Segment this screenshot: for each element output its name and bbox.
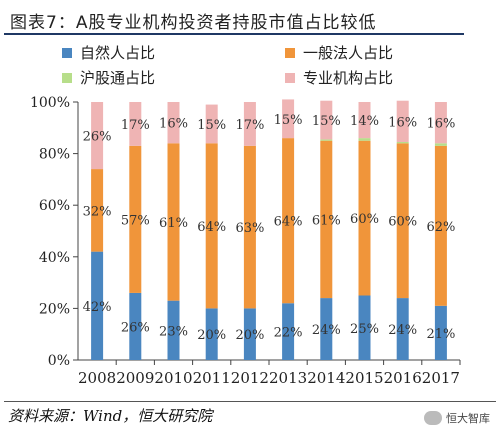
data-label-2014-series-3: 15% bbox=[312, 114, 341, 129]
chart-title: 图表7：A股专业机构投资者持股市值占比较低 bbox=[10, 13, 377, 33]
bar-2017-series-2 bbox=[434, 143, 447, 146]
data-label-2010-series-0: 23% bbox=[159, 324, 188, 339]
legend-swatch-2 bbox=[62, 73, 72, 83]
data-label-2009-series-1: 57% bbox=[121, 213, 150, 228]
data-label-2016-series-0: 24% bbox=[388, 323, 417, 338]
x-tick-label-2012: 2012 bbox=[231, 369, 269, 387]
watermark: 恒大智库 bbox=[424, 410, 490, 426]
data-label-2010-series-3: 16% bbox=[159, 117, 188, 132]
bar-2011-series-0 bbox=[205, 308, 218, 360]
bar-2015-series-1 bbox=[358, 140, 371, 296]
data-label-2013-series-0: 22% bbox=[274, 326, 303, 341]
bar-2015-series-3 bbox=[358, 102, 371, 139]
bar-2008-series-0 bbox=[91, 251, 104, 360]
bar-2017-series-3 bbox=[434, 102, 447, 144]
y-tick-label-0: 0% bbox=[48, 353, 70, 369]
bar-2015-series-2 bbox=[358, 138, 371, 141]
bar-2012-series-0 bbox=[243, 308, 256, 360]
data-label-2017-series-3: 16% bbox=[426, 117, 455, 132]
x-tick-label-2011: 2011 bbox=[193, 369, 231, 387]
data-label-2012-series-3: 17% bbox=[235, 118, 264, 133]
bar-2010-series-3 bbox=[167, 102, 180, 144]
bar-2017-series-0 bbox=[434, 305, 447, 360]
bar-2009-series-1 bbox=[129, 145, 142, 293]
data-label-2012-series-1: 63% bbox=[235, 221, 264, 236]
data-label-2012-series-0: 20% bbox=[235, 328, 264, 343]
legend-label-1: 一般法人占比 bbox=[303, 44, 393, 62]
x-tick-label-2015: 2015 bbox=[345, 369, 383, 387]
data-label-2008-series-0: 42% bbox=[83, 300, 112, 315]
data-label-2017-series-1: 62% bbox=[426, 220, 455, 235]
bar-2010-series-1 bbox=[167, 143, 180, 301]
x-tick-label-2013: 2013 bbox=[269, 369, 307, 387]
x-tick-label-2008: 2008 bbox=[78, 369, 116, 387]
data-label-2015-series-0: 25% bbox=[350, 322, 379, 337]
source-note: 资料来源：Wind，恒大研究院 bbox=[8, 407, 213, 425]
data-label-2014-series-0: 24% bbox=[312, 323, 341, 338]
legend-swatch-1 bbox=[285, 48, 295, 58]
data-label-2008-series-1: 32% bbox=[83, 204, 112, 219]
y-tick-label-1: 20% bbox=[39, 301, 70, 317]
footer-divider bbox=[4, 401, 496, 402]
data-label-2011-series-0: 20% bbox=[197, 328, 226, 343]
y-tick-label-5: 100% bbox=[30, 95, 70, 111]
data-label-2016-series-1: 60% bbox=[388, 215, 417, 230]
legend-label-2: 沪股通占比 bbox=[80, 69, 155, 87]
data-label-2015-series-3: 14% bbox=[350, 114, 379, 129]
x-tick-label-2010: 2010 bbox=[154, 369, 192, 387]
data-label-2011-series-1: 64% bbox=[197, 220, 226, 235]
bar-2012-series-1 bbox=[243, 145, 256, 309]
legend-swatch-3 bbox=[285, 73, 295, 83]
legend-label-0: 自然人占比 bbox=[80, 44, 155, 62]
bar-2014-series-1 bbox=[320, 140, 333, 299]
y-tick-label-2: 40% bbox=[39, 250, 70, 266]
chart-title-bar: 图表7：A股专业机构投资者持股市值占比较低 bbox=[4, 5, 464, 35]
bar-2009-series-0 bbox=[129, 292, 142, 360]
bar-2014-series-3 bbox=[320, 100, 333, 140]
bar-2008-series-1 bbox=[91, 169, 104, 252]
data-label-2009-series-0: 26% bbox=[121, 320, 150, 335]
bar-2016-series-2 bbox=[396, 141, 409, 144]
data-label-2016-series-3: 16% bbox=[388, 115, 417, 130]
bar-2014-series-0 bbox=[320, 298, 333, 360]
data-label-2014-series-1: 61% bbox=[312, 213, 341, 228]
x-tick-label-2014: 2014 bbox=[307, 369, 345, 387]
bar-2012-series-3 bbox=[243, 102, 256, 146]
watermark-text: 恒大智库 bbox=[446, 412, 490, 425]
x-tick-label-2016: 2016 bbox=[384, 369, 422, 387]
data-label-2017-series-0: 21% bbox=[426, 327, 455, 342]
bar-2014-series-2 bbox=[320, 139, 333, 141]
x-tick-label-2009: 2009 bbox=[116, 369, 154, 387]
data-label-2008-series-3: 26% bbox=[83, 130, 112, 145]
data-label-2011-series-3: 15% bbox=[197, 118, 226, 133]
bar-2010-series-0 bbox=[167, 300, 180, 360]
legend-label-3: 专业机构占比 bbox=[303, 69, 393, 87]
y-tick-label-4: 80% bbox=[39, 147, 70, 163]
bar-2011-series-1 bbox=[205, 143, 218, 309]
wechat-icon bbox=[424, 411, 442, 425]
bar-2013-series-0 bbox=[282, 303, 295, 360]
bar-2013-series-1 bbox=[282, 138, 295, 304]
bar-2011-series-3 bbox=[205, 104, 218, 144]
y-tick-label-3: 60% bbox=[39, 198, 70, 214]
data-label-2015-series-1: 60% bbox=[350, 212, 379, 227]
data-label-2010-series-1: 61% bbox=[159, 216, 188, 231]
bar-2008-series-3 bbox=[91, 102, 104, 170]
bar-2016-series-3 bbox=[396, 100, 409, 142]
bar-2017-series-1 bbox=[434, 145, 447, 306]
bar-2016-series-0 bbox=[396, 298, 409, 360]
data-label-2013-series-3: 15% bbox=[274, 113, 303, 128]
bar-2015-series-0 bbox=[358, 295, 371, 360]
data-label-2013-series-1: 64% bbox=[274, 215, 303, 230]
data-label-2009-series-3: 17% bbox=[121, 118, 150, 133]
bar-2009-series-3 bbox=[129, 102, 142, 146]
x-tick-label-2017: 2017 bbox=[422, 369, 460, 387]
bar-2013-series-3 bbox=[282, 99, 295, 139]
legend-swatch-0 bbox=[62, 48, 72, 58]
bar-2016-series-1 bbox=[396, 143, 409, 299]
